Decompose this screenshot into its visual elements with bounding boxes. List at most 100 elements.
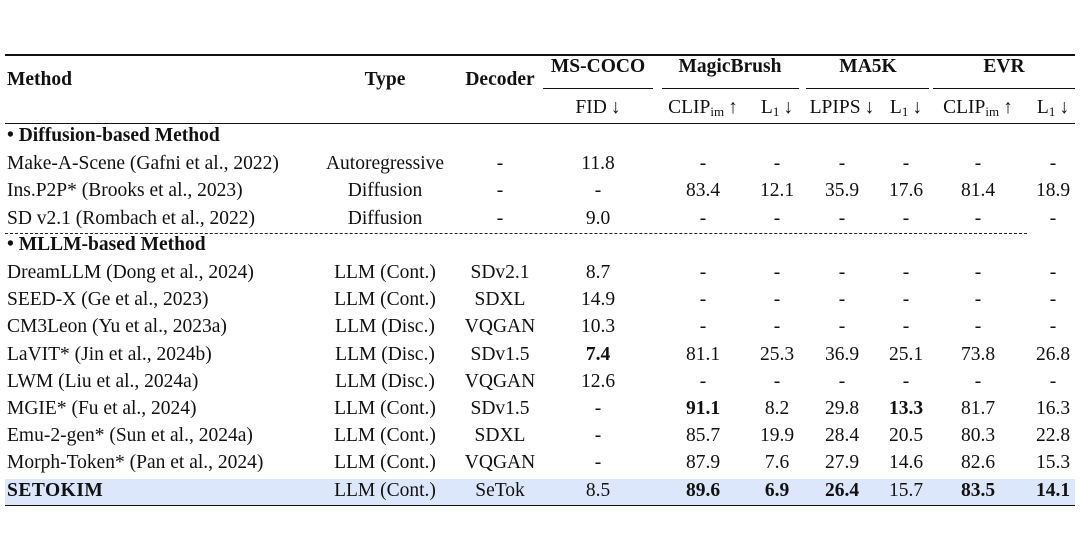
decoder-cell: VQGAN — [464, 452, 536, 474]
metric-header: CLIPim ↑ — [918, 96, 1038, 120]
value-cell: - — [594, 398, 602, 419]
value-cell: 18.9 — [1035, 180, 1071, 202]
metric-header: LPIPS ↓ — [782, 96, 902, 120]
decoder-cell: SDv1.5 — [470, 398, 530, 419]
metric-subscript: 1 — [901, 104, 909, 119]
value-cell: 11.8 — [581, 153, 615, 175]
value-cell: 10.3 — [580, 316, 616, 338]
value-cell: 28.4 — [824, 425, 860, 447]
method-header: Method — [7, 69, 72, 90]
value-cell: - — [699, 316, 707, 338]
top-rule — [5, 54, 1075, 56]
value-cell: - — [838, 207, 846, 229]
value-cell: 82.6 — [960, 452, 996, 474]
value-cell: 8.7 — [585, 262, 611, 283]
value-cell: - — [699, 370, 707, 392]
highlight-row — [5, 478, 1075, 505]
type-cell: LLM (Cont.) — [334, 398, 436, 419]
value-cell: 8.5 — [585, 479, 611, 501]
value-cell: - — [902, 207, 910, 229]
decoder-cell: SDXL — [474, 289, 526, 311]
value-cell: 16.3 — [1035, 398, 1071, 419]
value-cell: 25.1 — [888, 343, 924, 365]
value-cell: 7.6 — [764, 452, 790, 474]
value-cell: 17.6 — [888, 180, 924, 202]
value-cell: 14.6 — [888, 452, 924, 474]
type-cell: LLM (Cont.) — [334, 425, 436, 447]
type-cell: LLM (Disc.) — [335, 316, 435, 338]
metric-name: FID — [575, 97, 607, 118]
value-cell: - — [1049, 370, 1057, 392]
metric-subscript: 1 — [1048, 104, 1056, 119]
metric-arrow: ↓ — [864, 97, 875, 118]
method-cell: DreamLLM (Dong et al., 2024) — [7, 262, 254, 283]
metric-arrow: ↓ — [610, 97, 621, 118]
value-cell: - — [699, 289, 707, 311]
value-cell: 25.3 — [759, 343, 795, 365]
metric-name: CLIP — [943, 97, 986, 118]
value-cell: 29.8 — [824, 398, 860, 419]
type-header: Type — [364, 69, 406, 90]
value-cell: 13.3 — [888, 398, 924, 419]
decoder-cell: VQGAN — [464, 316, 536, 338]
value-cell: - — [1049, 207, 1057, 229]
metric-header: L1 ↓ — [846, 96, 966, 120]
value-cell: 14.9 — [580, 289, 616, 311]
metric-subscript: 1 — [772, 104, 780, 119]
decoder-cell: SDXL — [474, 425, 526, 447]
section-title: • MLLM-based Method — [7, 233, 206, 255]
value-cell: - — [974, 207, 982, 229]
method-cell: SEED-X (Ge et al., 2023) — [7, 289, 209, 311]
value-cell: - — [838, 289, 846, 311]
type-cell: Diffusion — [347, 207, 423, 229]
method-cell: SD v2.1 (Rombach et al., 2022) — [7, 207, 256, 229]
value-cell: 87.9 — [685, 452, 721, 474]
decoder-cell: - — [496, 207, 504, 229]
value-cell: - — [1049, 289, 1057, 311]
metric-name: L — [760, 97, 773, 118]
value-cell: - — [902, 316, 910, 338]
metric-header: L1 ↓ — [993, 96, 1080, 120]
method-cell: Ins.P2P* (Brooks et al., 2023) — [7, 180, 243, 202]
metric-name: CLIP — [668, 97, 711, 118]
decoder-cell: VQGAN — [464, 370, 536, 392]
value-cell: 89.6 — [685, 479, 721, 501]
value-cell: 80.3 — [960, 425, 996, 447]
mscoco-cmidrule — [543, 88, 653, 89]
value-cell: 22.8 — [1035, 425, 1071, 447]
value-cell: 26.8 — [1035, 343, 1071, 365]
value-cell: - — [699, 262, 707, 283]
decoder-cell: SDv2.1 — [470, 262, 530, 283]
value-cell: 27.9 — [824, 452, 860, 474]
value-cell: - — [838, 370, 846, 392]
method-cell: LWM (Liu et al., 2024a) — [7, 370, 199, 392]
value-cell: - — [974, 316, 982, 338]
value-cell: 83.4 — [685, 180, 721, 202]
value-cell: 15.3 — [1035, 452, 1071, 474]
value-cell: 81.1 — [685, 343, 721, 365]
decoder-cell: SeTok — [475, 479, 525, 501]
value-cell: - — [773, 153, 781, 175]
value-cell: - — [1049, 153, 1057, 175]
dataset-header: MagicBrush — [678, 56, 782, 77]
decoder-header: Decoder — [465, 69, 535, 90]
value-cell: 81.7 — [960, 398, 996, 419]
value-cell: 36.9 — [824, 343, 860, 365]
metric-arrow: ↓ — [1059, 97, 1070, 118]
metric-arrow: ↑ — [1003, 97, 1013, 118]
decoder-cell: - — [496, 153, 504, 175]
method-cell: Make-A-Scene (Gafni et al., 2022) — [7, 153, 279, 175]
value-cell: - — [773, 289, 781, 311]
value-cell: - — [594, 425, 602, 447]
section-divider — [5, 232, 1027, 234]
value-cell: - — [902, 370, 910, 392]
value-cell: - — [773, 262, 781, 283]
type-cell: LLM (Disc.) — [335, 343, 435, 365]
value-cell: - — [1049, 262, 1057, 283]
value-cell: 85.7 — [685, 425, 721, 447]
type-cell: LLM (Cont.) — [334, 479, 436, 501]
metric-name: LPIPS — [809, 97, 861, 118]
value-cell: - — [974, 289, 982, 311]
value-cell: - — [773, 207, 781, 229]
method-cell: Morph-Token* (Pan et al., 2024) — [7, 452, 264, 474]
